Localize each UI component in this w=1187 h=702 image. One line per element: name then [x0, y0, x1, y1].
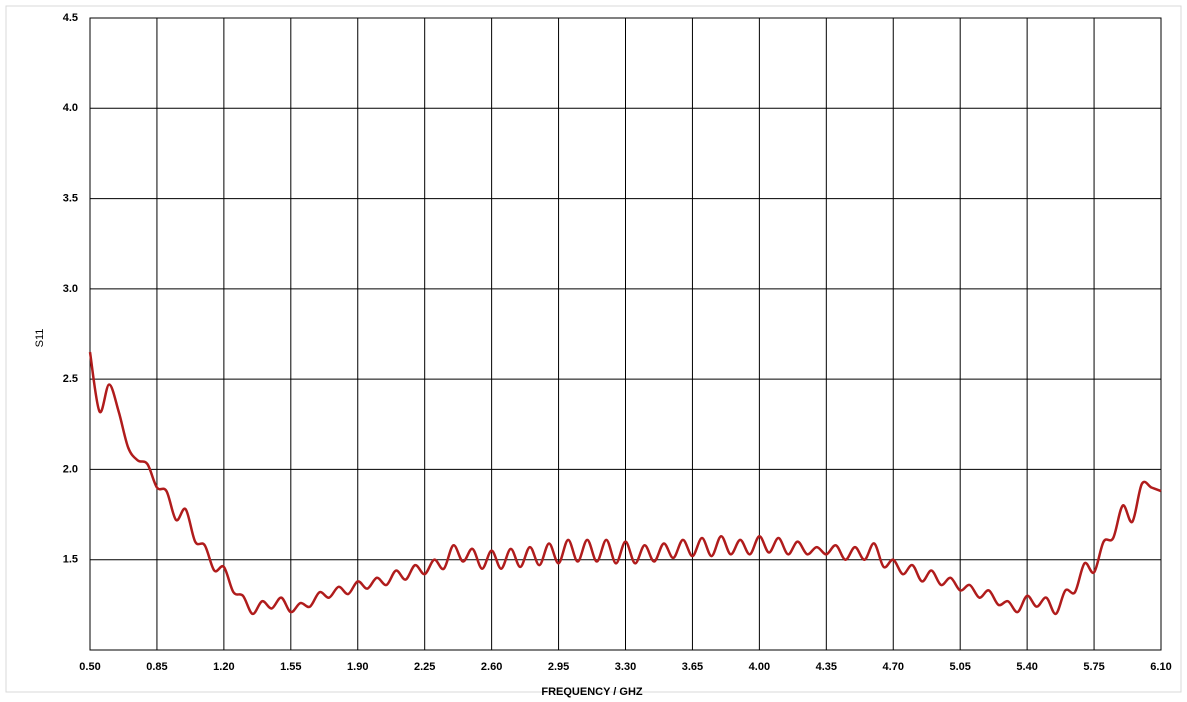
x-tick-label: 6.10 — [1150, 661, 1171, 673]
x-tick-label: 4.70 — [883, 661, 904, 673]
x-tick-label: 3.65 — [682, 661, 703, 673]
x-tick-label: 5.75 — [1083, 661, 1104, 673]
x-tick-label: 0.85 — [146, 661, 167, 673]
x-axis-title: FREQUENCY / GHZ — [541, 686, 643, 698]
x-tick-label: 4.00 — [749, 661, 770, 673]
y-axis-title: S11 — [34, 329, 46, 348]
y-tick-label: 1.5 — [63, 554, 78, 566]
y-tick-label: 3.0 — [63, 283, 78, 295]
x-tick-label: 1.20 — [213, 661, 234, 673]
x-tick-label: 0.50 — [79, 661, 100, 673]
chart-border — [5, 5, 1182, 693]
x-tick-label: 2.25 — [414, 661, 435, 673]
y-tick-label: 2.0 — [63, 463, 78, 475]
x-tick-label: 1.90 — [347, 661, 368, 673]
data-line — [88, 351, 1162, 616]
x-tick-label: 2.95 — [548, 661, 569, 673]
y-tick-label: 4.5 — [63, 12, 78, 24]
y-tick-label: 3.5 — [63, 192, 78, 204]
x-tick-label: 1.55 — [280, 661, 301, 673]
x-tick-label: 5.40 — [1016, 661, 1037, 673]
x-tick-label: 5.05 — [949, 661, 970, 673]
x-tick-label: 4.35 — [816, 661, 837, 673]
y-tick-label: 2.5 — [63, 373, 78, 385]
x-tick-label: 3.30 — [615, 661, 636, 673]
y-tick-label: 4.0 — [63, 102, 78, 114]
x-tick-label: 2.60 — [481, 661, 502, 673]
